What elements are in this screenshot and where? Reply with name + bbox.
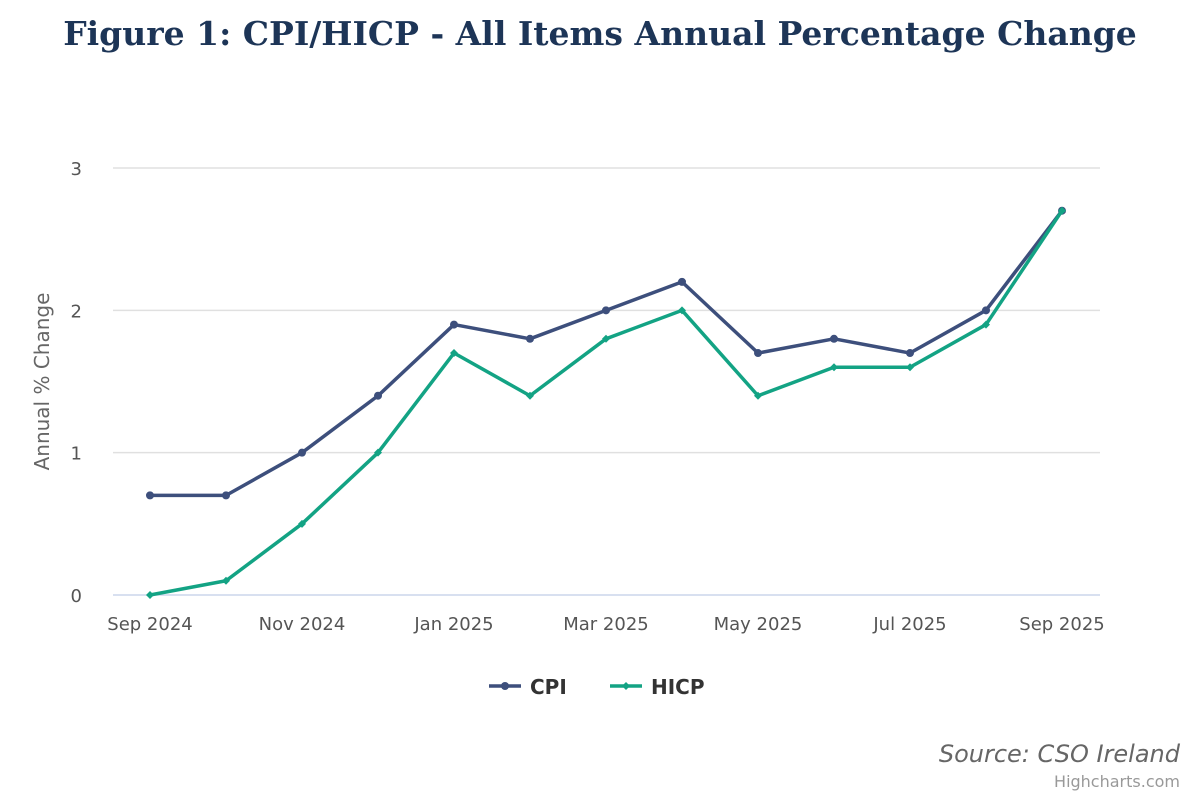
x-tick-label: Mar 2025 <box>563 614 649 635</box>
data-point-cpi <box>146 491 154 500</box>
legend-marker <box>501 682 509 690</box>
legend-marker <box>622 682 630 690</box>
data-point-cpi <box>222 491 230 500</box>
x-tick-label: Sep 2025 <box>1019 614 1104 635</box>
x-tick-label: Jan 2025 <box>413 614 493 635</box>
data-point-hicp <box>602 334 610 343</box>
data-point-cpi <box>754 349 762 358</box>
data-point-cpi <box>982 306 990 315</box>
data-point-hicp <box>450 349 458 358</box>
source-caption: Source: CSO Ireland <box>938 740 1180 768</box>
data-point-hicp <box>146 591 154 599</box>
y-axis-title: Annual % Change <box>30 293 54 471</box>
data-point-cpi <box>602 306 610 315</box>
y-tick-label: 1 <box>71 444 82 465</box>
y-tick-label: 0 <box>71 586 82 607</box>
x-tick-label: May 2025 <box>714 614 803 635</box>
x-tick-label: Sep 2024 <box>107 614 192 635</box>
y-tick-label: 2 <box>71 301 82 322</box>
data-point-hicp <box>374 448 382 457</box>
x-tick-label: Nov 2024 <box>259 614 346 635</box>
data-point-cpi <box>678 277 686 286</box>
data-point-cpi <box>526 334 534 343</box>
legend-item-hicp[interactable]: HICP <box>651 675 705 699</box>
legend-item-cpi[interactable]: CPI <box>530 675 567 699</box>
chart-title: Figure 1: CPI/HICP - All Items Annual Pe… <box>63 14 1137 53</box>
data-point-hicp <box>222 576 230 585</box>
y-tick-label: 3 <box>71 159 82 180</box>
data-point-cpi <box>374 391 382 400</box>
data-point-hicp <box>982 320 990 329</box>
x-tick-label: Jul 2025 <box>872 614 946 635</box>
data-point-hicp <box>526 391 534 400</box>
highcharts-credits[interactable]: Highcharts.com <box>1054 772 1180 791</box>
data-point-cpi <box>298 448 306 457</box>
data-point-cpi <box>906 349 914 358</box>
data-point-hicp <box>830 363 838 372</box>
data-point-hicp <box>678 306 686 315</box>
data-point-hicp <box>1058 206 1066 215</box>
data-point-hicp <box>754 391 762 400</box>
data-point-cpi <box>450 320 458 329</box>
data-point-cpi <box>830 334 838 343</box>
data-point-hicp <box>298 519 306 528</box>
data-point-hicp <box>906 363 914 372</box>
series-line-hicp <box>149 209 1064 597</box>
